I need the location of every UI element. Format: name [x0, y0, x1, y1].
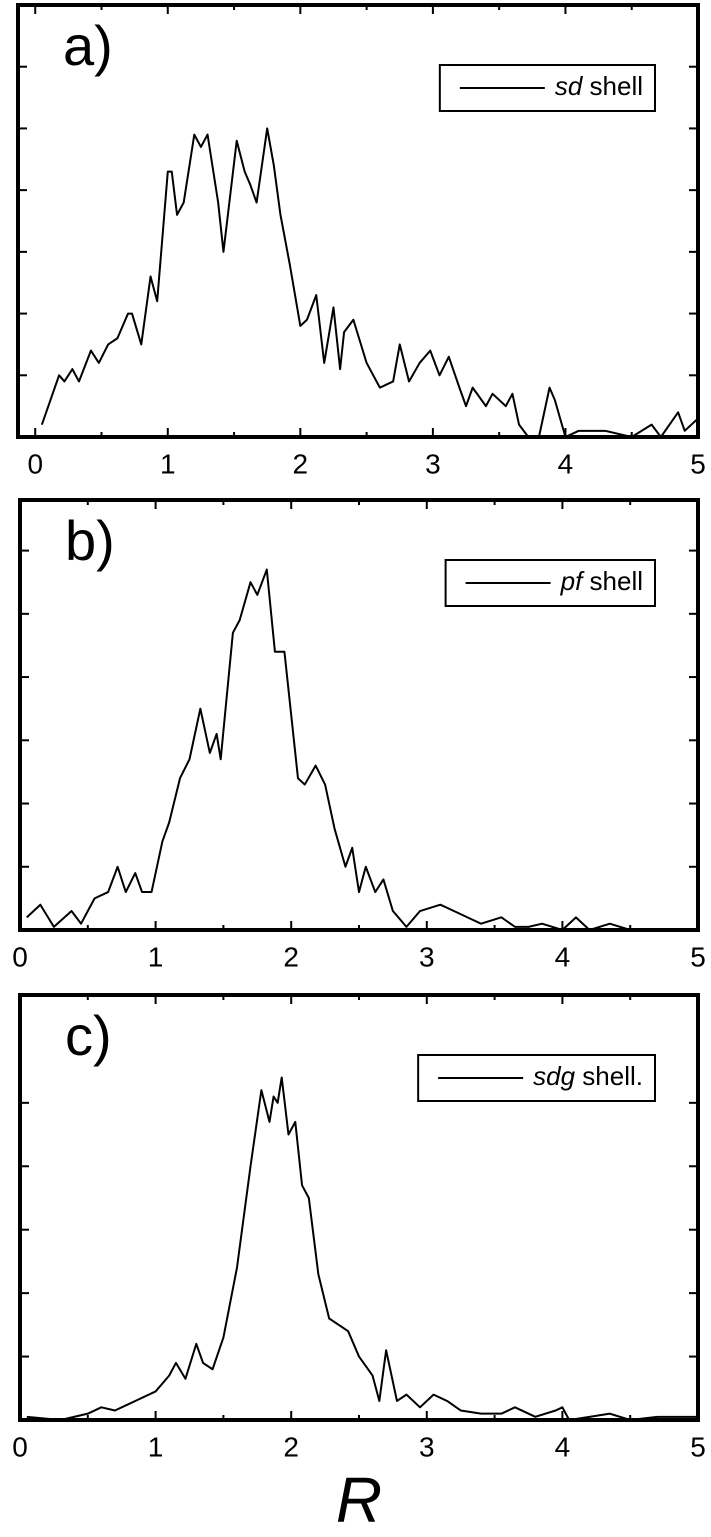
x-tick-label: 5 [690, 941, 706, 972]
legend-label: sdg shell. [533, 1061, 643, 1091]
plot-frame [16, 3, 700, 439]
panel: 0 1 2 3 4 5 b) pf shell [12, 498, 706, 972]
x-tick-label: 0 [27, 448, 43, 479]
legend-label: pf shell [560, 566, 643, 596]
x-tick-label: 5 [690, 1431, 706, 1462]
x-tick-label: 2 [283, 1431, 299, 1462]
legend-box [417, 1054, 656, 1102]
panel: 0 1 2 3 4 5 a) sd shell [16, 3, 706, 479]
x-tick-label: 3 [419, 941, 435, 972]
x-axis-label: R [336, 1464, 382, 1536]
panel-label: b) [65, 509, 115, 572]
x-tick-label: 2 [283, 941, 299, 972]
x-tick-label: 3 [425, 448, 441, 479]
panel-label: a) [63, 14, 113, 77]
data-line [26, 1076, 698, 1421]
x-tick-label: 0 [12, 941, 28, 972]
x-tick-label: 3 [419, 1431, 435, 1462]
x-tick-label: 1 [160, 448, 176, 479]
x-tick-label: 0 [12, 1431, 28, 1462]
legend-box [444, 559, 656, 607]
legend-label: sd shell [555, 71, 643, 101]
x-tick-label: 4 [558, 448, 574, 479]
x-tick-label: 5 [690, 448, 706, 479]
data-line [26, 568, 658, 931]
plot-frame [18, 498, 700, 932]
x-tick-label: 4 [555, 941, 571, 972]
panel: 0 1 2 3 4 5 c) sdg shell. R [12, 993, 706, 1536]
data-line [40, 127, 699, 438]
x-tick-label: 2 [293, 448, 309, 479]
x-tick-label: 1 [148, 941, 164, 972]
x-tick-label: 4 [555, 1431, 571, 1462]
legend-box [438, 64, 656, 112]
x-tick-label: 1 [148, 1431, 164, 1462]
panel-label: c) [65, 1004, 112, 1067]
